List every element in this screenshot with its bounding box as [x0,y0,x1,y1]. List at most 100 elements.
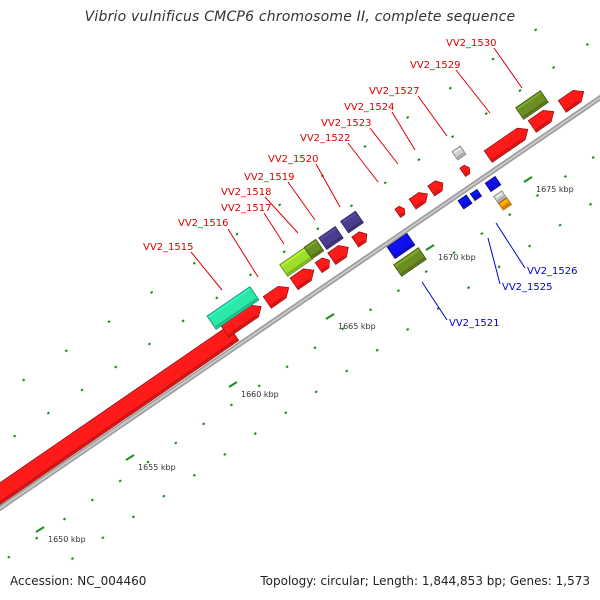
gene-forward-8-shadow [415,200,425,208]
ruler-dot [349,204,354,208]
gene-gray-top [451,145,467,161]
gene-forward-5 [327,245,349,265]
gene-olive-top [515,90,549,120]
gene-reverse-1525a-body [457,194,473,210]
gene-labels: VV2_1515 VV2_1516 VV2_1517 VV2_1518 VV2_1519… [143,38,578,329]
ruler-dot [316,227,320,231]
ruler-dot [383,181,387,185]
ruler-dot [406,115,410,119]
gene-label-forward: VV2_1523 [321,118,372,129]
ruler-dot [284,411,288,415]
gene-forward-11-body [483,127,529,163]
gene-olive-top-shadow [522,100,547,118]
gene-gray-top-shadow [456,152,465,159]
gene-lime-shadow [286,257,311,275]
gene-forward-8 [408,192,428,210]
leader-line-forward [493,47,523,89]
ruler-dot [192,261,196,265]
gene-purple-1-highlight [320,227,337,240]
gene-forward-10-shadow [464,171,469,175]
gene-reverse-orange-body [498,197,512,211]
gene-label-forward: VV2_1529 [410,60,461,71]
ruler-dot [62,517,67,521]
ruler-dot [313,346,317,350]
ruler-dot [467,286,471,290]
ruler-dot [375,348,379,352]
ruler-dot [181,319,185,323]
gene-reverse-1525b-body [469,188,483,202]
ruler-dot [448,86,452,90]
gene-label-forward: VV2_1530 [446,38,497,49]
gene-purple-1-body [318,226,344,250]
ruler-dot [215,296,219,300]
tick-label: 1670 kbp [438,253,476,262]
label-leaders [190,47,526,321]
gene-label-reverse: VV2_1525 [502,282,553,293]
gene-teal-body [206,286,260,330]
backbone-highlight [0,96,600,510]
gene-forward-7 [394,205,406,218]
gene-forward-13-shadow [565,100,580,111]
ruler-dot [229,403,234,407]
gene-label-forward: VV2_1527 [369,86,420,97]
gene-forward-9 [427,180,444,197]
leader-line-forward [264,196,299,234]
gene-label-forward: VV2_1520 [268,154,319,165]
major-tick [125,454,135,461]
tick-label: 1655 kbp [138,463,176,472]
leader-line-forward [369,127,399,165]
ruler-dot [341,327,345,331]
ruler-dot [101,536,105,540]
gene-forward-11-shadow [491,137,524,161]
gene-forward-3-shadow [297,278,310,289]
leader-line-reverse [487,237,501,285]
accession-text: Accession: NC_004460 [10,574,147,588]
gene-long-forward-highlight [0,327,230,498]
gene-reverse-1526-highlight [486,177,496,186]
ruler-dot [248,273,253,277]
gene-forward-13-highlight [559,91,575,103]
ruler-dot [314,390,318,394]
ruler-dot [491,57,495,61]
figure-title: Vibrio vulnificus CMCP6 chromosome II, c… [84,9,516,25]
gene-long-forward-shadow [0,338,238,509]
gene-reverse-orange-highlight [500,199,508,206]
ruler-dot [484,112,488,116]
major-tick [425,244,435,251]
gene-reverse-gray-highlight [495,192,503,199]
ruler-dot [527,244,532,248]
gene-label-forward: VV2_1517 [221,203,272,214]
gene-reverse-1521-highlight [388,234,408,249]
gene-forward-1-shadow [227,314,258,336]
major-tick [325,313,335,320]
tick-label: 1660 kbp [241,390,279,399]
gene-purple-2-highlight [342,212,357,224]
gene-reverse-1521 [386,232,416,260]
gene-gray-top-highlight [453,147,462,154]
gene-forward-11-highlight [485,129,519,153]
ruler-dot [535,194,540,198]
ruler-dot [107,320,111,324]
gene-forward-5-body [327,245,349,265]
ruler-dot [558,223,562,227]
ruler-dot [257,384,261,388]
gene-reverse-gray-body [493,190,507,204]
gene-reverse-gray [493,190,507,204]
gene-reverse-1525b [469,188,483,202]
gene-forward-4 [314,257,330,274]
ruler-dot [223,452,227,456]
gene-forward-5-shadow [334,255,346,264]
gene-forward-3-body [289,268,315,291]
gene-olive-top-highlight [517,92,542,110]
gene-forward-12-shadow [535,120,550,131]
ruler-dot [417,158,421,162]
ruler-dot [585,42,589,47]
gene-reverse-orange [498,197,512,211]
gene-label-forward: VV2_1518 [221,187,272,198]
gene-purple-1 [318,226,344,250]
gene-forward-2-highlight [264,287,280,299]
ruler-dot [363,145,367,149]
ruler-dot [452,251,456,255]
tick-label: 1665 kbp [338,322,376,331]
